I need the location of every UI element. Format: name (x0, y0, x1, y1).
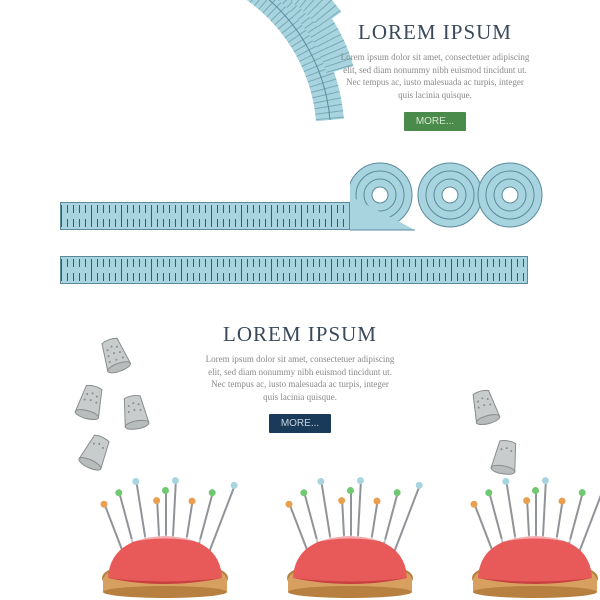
thimble-icon (71, 382, 109, 425)
body-top: Lorem ipsum dolor sit amet, consectetuer… (325, 51, 545, 101)
pincushion-icon (460, 470, 600, 600)
thimble-icon (117, 393, 153, 434)
title-bottom: LOREM IPSUM (180, 322, 420, 347)
tape-straight-1 (60, 202, 350, 230)
thimble-icon (95, 334, 136, 378)
more-button-bottom[interactable]: MORE... (269, 414, 331, 433)
text-block-bottom: LOREM IPSUM Lorem ipsum dolor sit amet, … (180, 322, 420, 433)
more-button-top[interactable]: MORE... (404, 112, 466, 131)
thimble-icon (466, 387, 504, 430)
pincushion-icon (90, 470, 240, 600)
banner-tape: LOREM IPSUM Lorem ipsum dolor sit amet, … (0, 0, 600, 310)
pincushion-icon (275, 470, 425, 600)
text-block-top: LOREM IPSUM Lorem ipsum dolor sit amet, … (325, 20, 545, 131)
tape-rolls (350, 140, 550, 250)
title-top: LOREM IPSUM (325, 20, 545, 45)
thimble-icon (74, 430, 116, 475)
body-bottom: Lorem ipsum dolor sit amet, consectetuer… (180, 353, 420, 403)
banner-sewing: LOREM IPSUM Lorem ipsum dolor sit amet, … (0, 310, 600, 600)
tape-straight-2 (60, 256, 528, 284)
